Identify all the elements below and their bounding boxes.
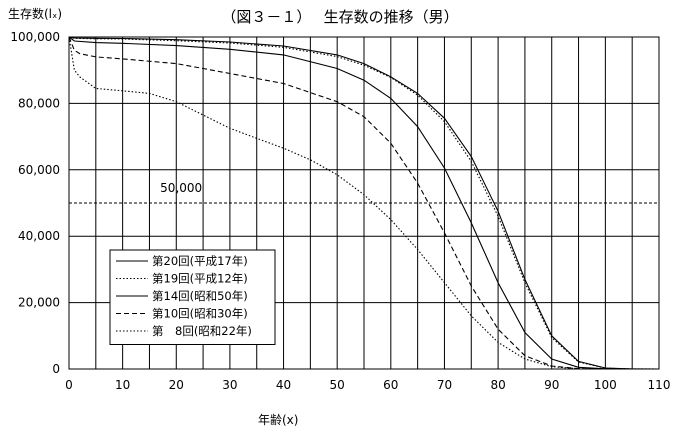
- series-line-1: [68, 36, 660, 370]
- legend-label: 第10回(昭和30年): [152, 307, 248, 321]
- y-tick-label: 100,000: [10, 30, 60, 44]
- legend-label: 第20回(平成17年): [152, 254, 248, 268]
- y-tick-label: 20,000: [18, 296, 60, 310]
- y-tick-label: 40,000: [18, 229, 60, 243]
- x-tick-label: 0: [65, 378, 73, 392]
- chart-title: （図３－１） 生存数の推移（男）: [221, 8, 458, 26]
- x-tick-label: 90: [544, 378, 559, 392]
- series-line-3: [68, 36, 633, 370]
- reference-line-label: 50,000: [160, 181, 202, 195]
- tick-labels: 0 10 20 30 40 50 60 70 80 90 100 110 0 20,000 40,000 60…: [10, 30, 670, 392]
- x-tick-label: 80: [490, 378, 505, 392]
- y-tick-label: 80,000: [18, 96, 60, 110]
- reference-line-group: 50,000: [69, 181, 659, 204]
- legend-label: 第14回(昭和50年): [152, 289, 248, 303]
- series-line-2: [68, 36, 660, 370]
- legend: 第20回(平成17年) 第19回(平成12年) 第14回(昭和50年) 第10回(昭和…: [109, 249, 276, 345]
- x-tick-label: 70: [437, 378, 452, 392]
- y-tick-label: 0: [52, 362, 60, 376]
- y-axis-label: 生存数(lₓ): [8, 6, 62, 21]
- x-axis-label: 年齢(x): [258, 412, 298, 427]
- legend-box: [109, 249, 276, 345]
- x-tick-label: 50: [330, 378, 345, 392]
- legend-label: 第19回(平成12年): [152, 272, 248, 286]
- x-tick-label: 60: [383, 378, 398, 392]
- legend-label: 第 8回(昭和22年): [152, 324, 252, 338]
- x-tick-label: 110: [648, 378, 671, 392]
- x-tick-label: 30: [222, 378, 237, 392]
- x-tick-label: 100: [594, 378, 617, 392]
- y-tick-label: 60,000: [18, 163, 60, 177]
- x-tick-label: 20: [169, 378, 184, 392]
- series-line-5: [68, 36, 606, 370]
- series-lines: [68, 36, 660, 370]
- x-tick-label: 10: [115, 378, 130, 392]
- series-line-4: [68, 36, 606, 370]
- x-tick-label: 40: [276, 378, 291, 392]
